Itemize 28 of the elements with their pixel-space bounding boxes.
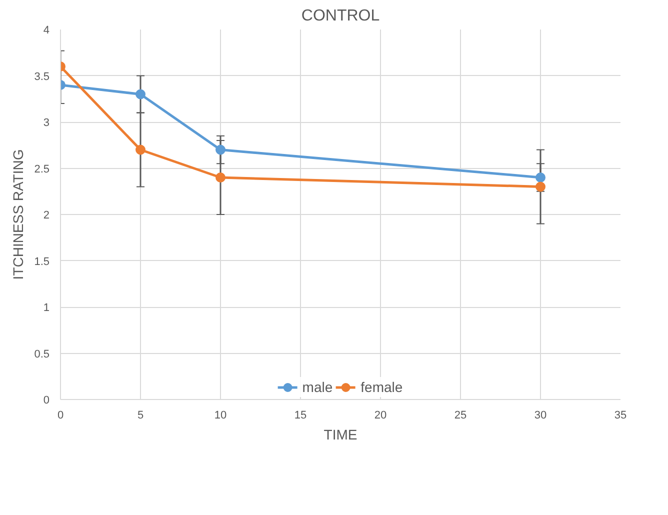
x-tick-label: 25 [454,410,467,422]
y-tick-label: 4 [43,24,50,36]
y-axis-title: ITCHINESS RATING [10,149,26,280]
x-tick-label: 30 [534,410,547,422]
x-tick-label: 0 [57,410,64,422]
chart-title: CONTROL [301,8,380,24]
x-tick-label: 35 [614,410,627,422]
y-tick-label: 3 [43,117,50,129]
y-tick-label: 2 [43,210,50,222]
legend-label: female [360,379,403,395]
point [216,172,226,182]
x-axis-title: TIME [324,426,358,442]
y-tick-label: 3.5 [34,70,50,83]
y-tick-label: 1 [43,302,50,314]
y-tick-label: 0 [43,394,50,406]
point [536,172,546,182]
y-tick-label: 0.5 [34,348,50,360]
point [136,144,146,155]
point [536,182,546,192]
legend-label: male [302,379,333,395]
point [136,89,146,100]
x-tick-label: 5 [137,410,144,422]
y-tick-label: 2.5 [34,163,50,176]
y-tick-label: 1.5 [34,256,50,268]
x-tick-label: 20 [374,410,387,422]
x-tick-label: 15 [294,410,307,422]
point [216,144,226,155]
x-tick-label: 10 [214,410,227,422]
